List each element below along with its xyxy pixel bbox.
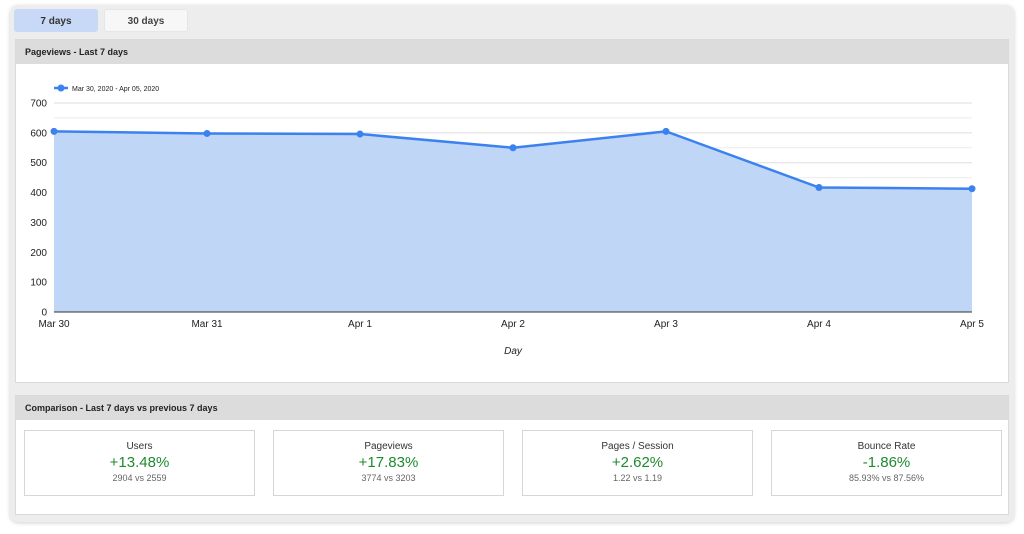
y-tick-label: 400 [30, 188, 47, 199]
pageviews-panel: Pageviews - Last 7 days 0 100 200 300 400 500… [15, 39, 1009, 383]
y-tick-label: 500 [30, 158, 47, 169]
card-value: -1.86% [862, 454, 911, 471]
data-point [662, 127, 670, 135]
legend-swatch-marker [57, 84, 65, 92]
card-value: +2.62% [611, 454, 664, 471]
card-detail: 1.22 vs 1.19 [612, 473, 663, 483]
x-tick-label: Apr 3 [654, 319, 678, 330]
comparison-card-pageviews: Pageviews +17.83% 3774 vs 3203 [273, 430, 504, 496]
card-value: +13.48% [109, 454, 170, 471]
y-tick-label: 100 [30, 278, 47, 289]
range-tabs: 7 days 30 days [14, 9, 188, 32]
x-tick-label: Apr 1 [348, 319, 372, 330]
x-axis-label: Day [504, 346, 523, 357]
y-tick-label: 600 [30, 128, 47, 139]
comparison-card-bounce-rate: Bounce Rate -1.86% 85.93% vs 87.56% [771, 430, 1002, 496]
data-point [509, 144, 517, 152]
x-tick-label: Mar 30 [38, 319, 70, 330]
card-label: Bounce Rate [857, 441, 916, 452]
dashboard-frame: 7 days 30 days Pageviews - Last 7 days 0… [10, 5, 1014, 522]
data-point [50, 127, 58, 135]
comparison-card-users: Users +13.48% 2904 vs 2559 [24, 430, 255, 496]
data-point [968, 185, 976, 193]
x-tick-label: Apr 4 [807, 319, 831, 330]
card-detail: 2904 vs 2559 [112, 473, 167, 483]
pageviews-panel-title: Pageviews - Last 7 days [16, 40, 1008, 64]
comparison-panel-title: Comparison - Last 7 days vs previous 7 d… [16, 396, 1008, 420]
pageviews-chart: 0 100 200 300 400 500 600 700 Mar 30 Mar 31 Apr 1 A… [30, 84, 984, 357]
comparison-panel: Comparison - Last 7 days vs previous 7 d… [15, 395, 1009, 515]
x-tick-label: Apr 2 [501, 319, 525, 330]
card-label: Pageviews [364, 441, 413, 452]
series-area [54, 131, 972, 312]
y-tick-label: 200 [30, 248, 47, 259]
card-label: Users [126, 441, 153, 452]
data-point [203, 129, 211, 137]
data-point [356, 130, 364, 138]
tab-30-days[interactable]: 30 days [104, 9, 188, 32]
comparison-cards: Users +13.48% 2904 vs 2559 Pageviews +17… [24, 430, 1002, 496]
card-detail: 85.93% vs 87.56% [848, 473, 925, 483]
legend-label: Mar 30, 2020 - Apr 05, 2020 [72, 86, 159, 93]
x-tick-label: Mar 31 [191, 319, 223, 330]
card-value: +17.83% [358, 454, 419, 471]
card-label: Pages / Session [601, 441, 674, 452]
data-point [815, 183, 823, 191]
y-tick-label: 0 [41, 308, 47, 319]
y-tick-label: 300 [30, 218, 47, 229]
tab-7-days[interactable]: 7 days [14, 9, 98, 32]
card-detail: 3774 vs 3203 [361, 473, 416, 483]
comparison-card-pages-per-session: Pages / Session +2.62% 1.22 vs 1.19 [522, 430, 753, 496]
y-tick-label: 700 [30, 99, 47, 110]
x-tick-label: Apr 5 [960, 319, 984, 330]
